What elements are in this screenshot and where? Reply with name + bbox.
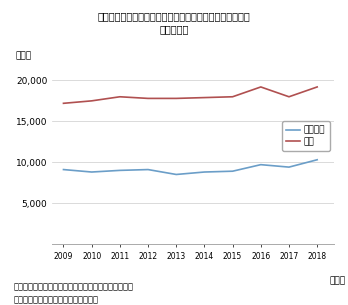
- Text: （年）: （年）: [329, 276, 345, 285]
- Text: （注）夠夫共働き・核家族・未婚の子ども２人の世帯: （注）夠夫共働き・核家族・未婚の子ども２人の世帯: [14, 282, 134, 291]
- 外食: [202, 96, 206, 99]
- 外食: [230, 95, 235, 99]
- 外食: [315, 85, 319, 89]
- 調理食品: [146, 168, 150, 171]
- 外食: [174, 97, 178, 100]
- 調理食品: [315, 158, 319, 162]
- 外食: [61, 102, 65, 105]
- Text: 図表２　共働き子育て世帯の「外食」・「調理食品」の支: 図表２ 共働き子育て世帯の「外食」・「調理食品」の支: [98, 11, 250, 21]
- 外食: [259, 85, 263, 89]
- 調理食品: [89, 170, 94, 174]
- 調理食品: [287, 165, 291, 169]
- 調理食品: [202, 170, 206, 174]
- 調理食品: [259, 163, 263, 167]
- 外食: [89, 99, 94, 103]
- 調理食品: [174, 173, 178, 176]
- 調理食品: [118, 169, 122, 172]
- 調理食品: [230, 169, 235, 173]
- Text: 出額の推移: 出額の推移: [159, 24, 189, 34]
- 外食: [287, 95, 291, 99]
- Line: 調理食品: 調理食品: [63, 160, 317, 174]
- Line: 外食: 外食: [63, 87, 317, 103]
- 調理食品: [61, 168, 65, 171]
- 外食: [146, 97, 150, 100]
- Text: （資料）総務省「家計調査」より作成: （資料）総務省「家計調査」より作成: [14, 296, 99, 305]
- Text: （円）: （円）: [16, 52, 32, 60]
- 外食: [118, 95, 122, 99]
- Legend: 調理食品, 外食: 調理食品, 外食: [282, 121, 330, 151]
